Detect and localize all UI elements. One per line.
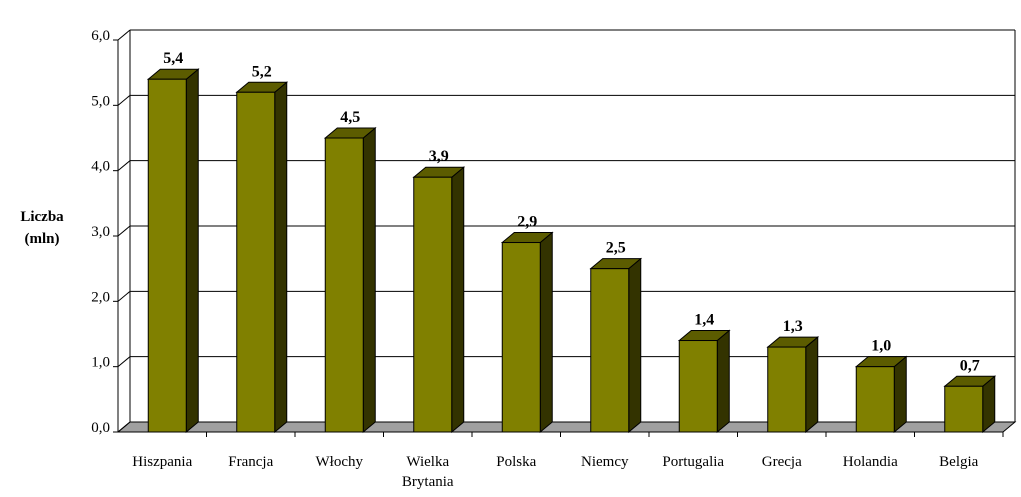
y-axis-label: (mln) (24, 231, 60, 247)
grid-line-side (117, 94, 131, 106)
value-label: 4,5 (340, 109, 360, 126)
y-tick-label: 3,0 (91, 224, 110, 240)
bar-side (185, 68, 199, 434)
bar (590, 268, 630, 433)
x-tick-label: Wielka Brytania (401, 454, 454, 490)
bar-side (362, 126, 376, 434)
value-label: 5,2 (252, 63, 272, 80)
y-tick-label: 1,0 (91, 355, 110, 371)
grid-line-side (117, 421, 131, 433)
x-tick-label: Włochy (315, 454, 363, 470)
bar-side (628, 257, 642, 434)
value-label: 3,9 (429, 148, 449, 165)
bar (855, 366, 895, 433)
bar-side (805, 335, 819, 434)
bar (678, 340, 718, 433)
x-tick-label: Belgia (939, 454, 979, 470)
value-label: 0,7 (960, 357, 980, 374)
bar-side (539, 231, 553, 434)
bar-side (716, 329, 730, 434)
value-label: 1,3 (783, 318, 803, 335)
bar-side (893, 355, 907, 434)
grid-line-side (117, 290, 131, 302)
x-tick-label: Hiszpania (132, 454, 193, 470)
grid-line-side (117, 225, 131, 237)
grid-line-side (117, 356, 131, 368)
value-label: 2,5 (606, 240, 626, 257)
grid-line-side (117, 160, 131, 172)
bar (236, 91, 276, 433)
bar (147, 78, 187, 433)
bar (413, 176, 453, 433)
x-tick-label: Niemcy (581, 454, 629, 470)
grid-line-side (117, 29, 131, 41)
bar (501, 242, 541, 433)
y-tick-label: 0,0 (91, 420, 110, 436)
bar (767, 346, 807, 433)
value-label: 2,9 (517, 214, 537, 231)
y-tick-label: 2,0 (91, 289, 110, 305)
bar-side (274, 81, 288, 434)
bar (944, 385, 984, 433)
value-label: 5,4 (163, 50, 183, 67)
y-tick-label: 5,0 (91, 93, 110, 109)
x-tick-label: Grecja (761, 454, 802, 470)
y-tick-label: 4,0 (91, 159, 110, 175)
y-axis-label: Liczba (20, 209, 64, 225)
y-tick-label: 6,0 (91, 28, 110, 44)
x-tick-label: Portugalia (662, 454, 725, 470)
bar-side (451, 166, 465, 434)
bar (324, 137, 364, 433)
value-label: 1,4 (694, 312, 714, 329)
x-tick-label: Francja (228, 454, 274, 470)
x-tick-label: Polska (496, 454, 537, 470)
x-tick-label: Holandia (842, 454, 898, 470)
value-label: 1,0 (871, 338, 891, 355)
